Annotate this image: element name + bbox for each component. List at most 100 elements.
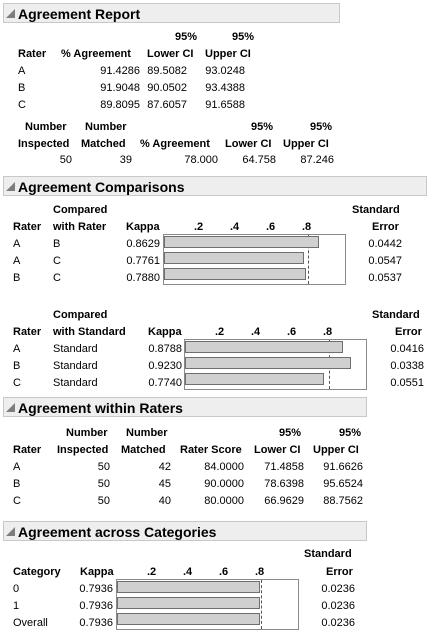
axis-tick-label: .8 — [302, 221, 312, 233]
cell-std-error: 0.0547 — [368, 255, 402, 267]
col-header: Number — [126, 427, 168, 439]
cell-lower: 90.0502 — [147, 82, 187, 94]
col-header: Upper CI — [283, 138, 329, 150]
reference-line — [308, 235, 309, 284]
cell-category: 0 — [13, 583, 20, 595]
cell-std-error: 0.0416 — [390, 343, 424, 355]
axis-tick-label: .8 — [255, 566, 265, 578]
col-header: Error — [326, 566, 353, 578]
cell-rater: B — [13, 272, 21, 284]
cell-kappa: 0.9230 — [148, 360, 182, 372]
cell-pct: 91.4286 — [100, 65, 140, 77]
cell-upper: 95.6524 — [323, 478, 363, 490]
cell-lower: 87.6057 — [147, 99, 187, 111]
cell-compared-with: Standard — [53, 343, 98, 355]
axis-tick-label: .6 — [266, 221, 276, 233]
cell-inspected: 50 — [97, 495, 110, 507]
cell-lower: 71.4858 — [264, 461, 304, 473]
col-header: Standard — [372, 309, 420, 321]
axis-tick-label: .6 — [287, 326, 297, 338]
col-header: Standard — [352, 204, 400, 216]
cell-lower: 66.9629 — [264, 495, 304, 507]
section-title: Agreement within Raters — [18, 400, 183, 416]
col-header: Number — [85, 121, 127, 133]
cell-compared-with: Standard — [53, 377, 98, 389]
cell-compared-with: Standard — [53, 360, 98, 372]
cell-pct: 89.8095 — [100, 99, 140, 111]
col-header: with Rater — [53, 221, 107, 233]
disclosure-triangle-icon[interactable] — [6, 182, 15, 191]
disclosure-triangle-icon[interactable] — [6, 9, 15, 18]
cell-kappa: 0.7936 — [79, 617, 113, 629]
col-header: Category — [13, 566, 61, 578]
cell-rater: A — [13, 255, 21, 267]
axis-tick-label: .2 — [215, 326, 225, 338]
col-header: Lower CI — [225, 138, 272, 150]
col-header: 95% — [279, 427, 302, 439]
axis-tick-label: .4 — [251, 326, 261, 338]
agreement-comparisons-header[interactable]: Agreement Comparisons — [3, 176, 427, 196]
axis-tick-label: .4 — [230, 221, 240, 233]
cell-category: 1 — [13, 600, 20, 612]
col-header: % Agreement — [140, 138, 210, 150]
section-title: Agreement Report — [18, 6, 141, 22]
kappa-bar — [164, 236, 319, 248]
col-header: 95% — [175, 31, 198, 43]
col-header: Matched — [81, 138, 126, 150]
cell-rater: A — [13, 238, 21, 250]
cell-lower: 89.5082 — [147, 65, 187, 77]
col-header: Matched — [121, 444, 166, 456]
cell-lower: 64.758 — [242, 154, 276, 166]
cell-upper: 93.4388 — [205, 82, 245, 94]
cell-kappa: 0.7936 — [79, 583, 113, 595]
col-header: Rater Score — [180, 444, 242, 456]
col-header: Upper CI — [205, 48, 251, 60]
disclosure-triangle-icon[interactable] — [6, 403, 15, 412]
cell-std-error: 0.0236 — [321, 583, 355, 595]
col-header: Error — [372, 221, 399, 233]
axis-tick-label: .6 — [219, 566, 229, 578]
cell-matched: 40 — [158, 495, 171, 507]
cell-lower: 78.6398 — [264, 478, 304, 490]
disclosure-triangle-icon[interactable] — [6, 527, 15, 536]
agreement-across-categories-header[interactable]: Agreement across Categories — [3, 521, 367, 541]
cell-kappa: 0.7761 — [126, 255, 160, 267]
col-header: Kappa — [126, 221, 160, 233]
cell-kappa: 0.7936 — [79, 600, 113, 612]
col-header: Number — [25, 121, 67, 133]
agreement-within-raters-header[interactable]: Agreement within Raters — [3, 397, 367, 417]
col-header: Rater — [13, 326, 42, 338]
cell-matched: 42 — [158, 461, 171, 473]
cell-compared-with: B — [53, 238, 61, 250]
cell-kappa: 0.8788 — [148, 343, 182, 355]
section-title: Agreement across Categories — [18, 524, 217, 540]
col-header: Compared — [53, 204, 108, 216]
cell-rater: A — [13, 343, 21, 355]
agreement-report-header[interactable]: Agreement Report — [3, 3, 340, 23]
reference-line — [261, 580, 262, 629]
kappa-bar — [185, 373, 324, 385]
cell-std-error: 0.0551 — [390, 377, 424, 389]
cell-score: 90.0000 — [204, 478, 244, 490]
col-header: with Standard — [53, 326, 126, 338]
cell-upper: 93.0248 — [205, 65, 245, 77]
cell-score: 80.0000 — [204, 495, 244, 507]
col-header: Rater — [18, 48, 47, 60]
cell-rater: C — [13, 377, 21, 389]
cell-upper: 91.6588 — [205, 99, 245, 111]
col-header: Number — [66, 427, 108, 439]
axis-tick-label: .2 — [194, 221, 204, 233]
cell-rater: B — [18, 82, 26, 94]
cell-upper: 88.7562 — [323, 495, 363, 507]
cell-inspected: 50 — [59, 154, 72, 166]
cell-rater: B — [13, 478, 21, 490]
kappa-bar — [164, 268, 306, 280]
section-title: Agreement Comparisons — [18, 179, 185, 195]
col-header: 95% — [339, 427, 362, 439]
axis-tick-label: .8 — [323, 326, 333, 338]
kappa-bar — [164, 252, 304, 264]
col-header: Rater — [13, 444, 42, 456]
kappa-bar — [185, 357, 351, 369]
cell-std-error: 0.0442 — [368, 238, 402, 250]
col-header: Inspected — [18, 138, 70, 150]
